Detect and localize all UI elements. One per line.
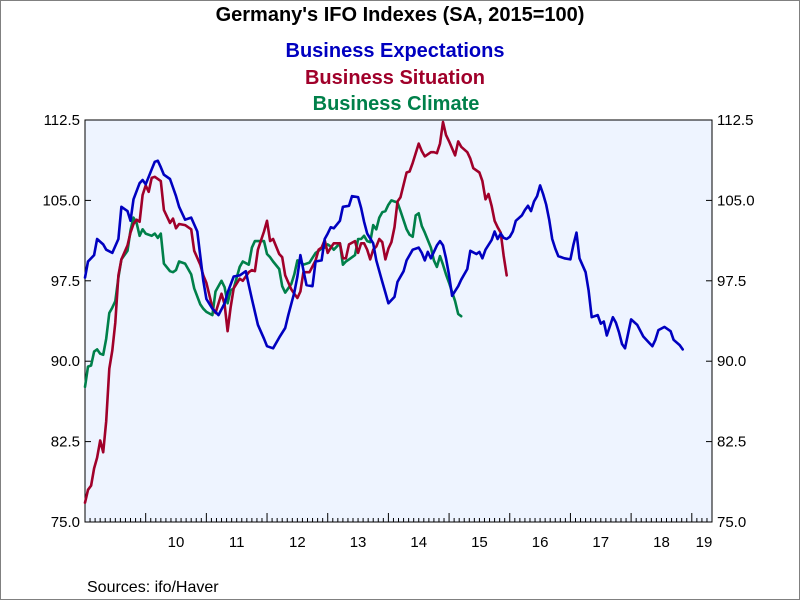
legend-business-expectations: Business Expectations	[286, 40, 505, 62]
y-tick-label-right: 105.0	[717, 192, 755, 209]
y-tick-label-right: 90.0	[717, 353, 746, 370]
chart-title: Germany's IFO Indexes (SA, 2015=100)	[216, 4, 585, 26]
x-tick-label: 10	[168, 534, 185, 551]
x-tick-label: 19	[696, 534, 713, 551]
series-layer	[83, 120, 685, 505]
y-tick-label-left: 75.0	[51, 514, 80, 531]
source-note: Sources: ifo/Haver	[87, 579, 219, 596]
y-tick-label-left: 97.5	[51, 273, 80, 290]
y-tick-label-left: 105.0	[42, 192, 80, 209]
y-tick-label-left: 112.5	[44, 112, 80, 129]
y-tick-label-left: 90.0	[51, 353, 80, 370]
x-tick-label: 14	[410, 534, 427, 551]
y-tick-label-right: 97.5	[717, 273, 746, 290]
x-tick-label: 18	[653, 534, 670, 551]
legend-business-climate: Business Climate	[313, 93, 480, 115]
y-axis-right: 112.5 105.0 97.5 90.0 82.5 75.0	[706, 112, 755, 531]
legend-business-situation: Business Situation	[305, 67, 485, 89]
x-tick-label: 17	[592, 534, 609, 551]
x-tick-label: 15	[471, 534, 488, 551]
x-tick-label: 11	[229, 534, 245, 551]
x-tick-label: 13	[350, 534, 367, 551]
series-line-business-expectations	[83, 159, 685, 351]
x-tick-label: 12	[289, 534, 306, 551]
y-tick-label-right: 112.5	[717, 112, 753, 129]
series-line-business-situation	[83, 120, 509, 505]
x-tick-label: 16	[532, 534, 549, 551]
y-tick-label-right: 75.0	[717, 514, 746, 531]
y-axis-left: 112.5 105.0 97.5 90.0 82.5 75.0	[42, 112, 91, 531]
x-axis: 10 11 12 13 14 15 16 17 18 19	[84, 513, 713, 551]
y-tick-label-right: 82.5	[717, 434, 746, 451]
series-line-business-climate	[83, 199, 463, 389]
plot-area	[84, 119, 713, 523]
y-tick-label-left: 82.5	[51, 434, 80, 451]
